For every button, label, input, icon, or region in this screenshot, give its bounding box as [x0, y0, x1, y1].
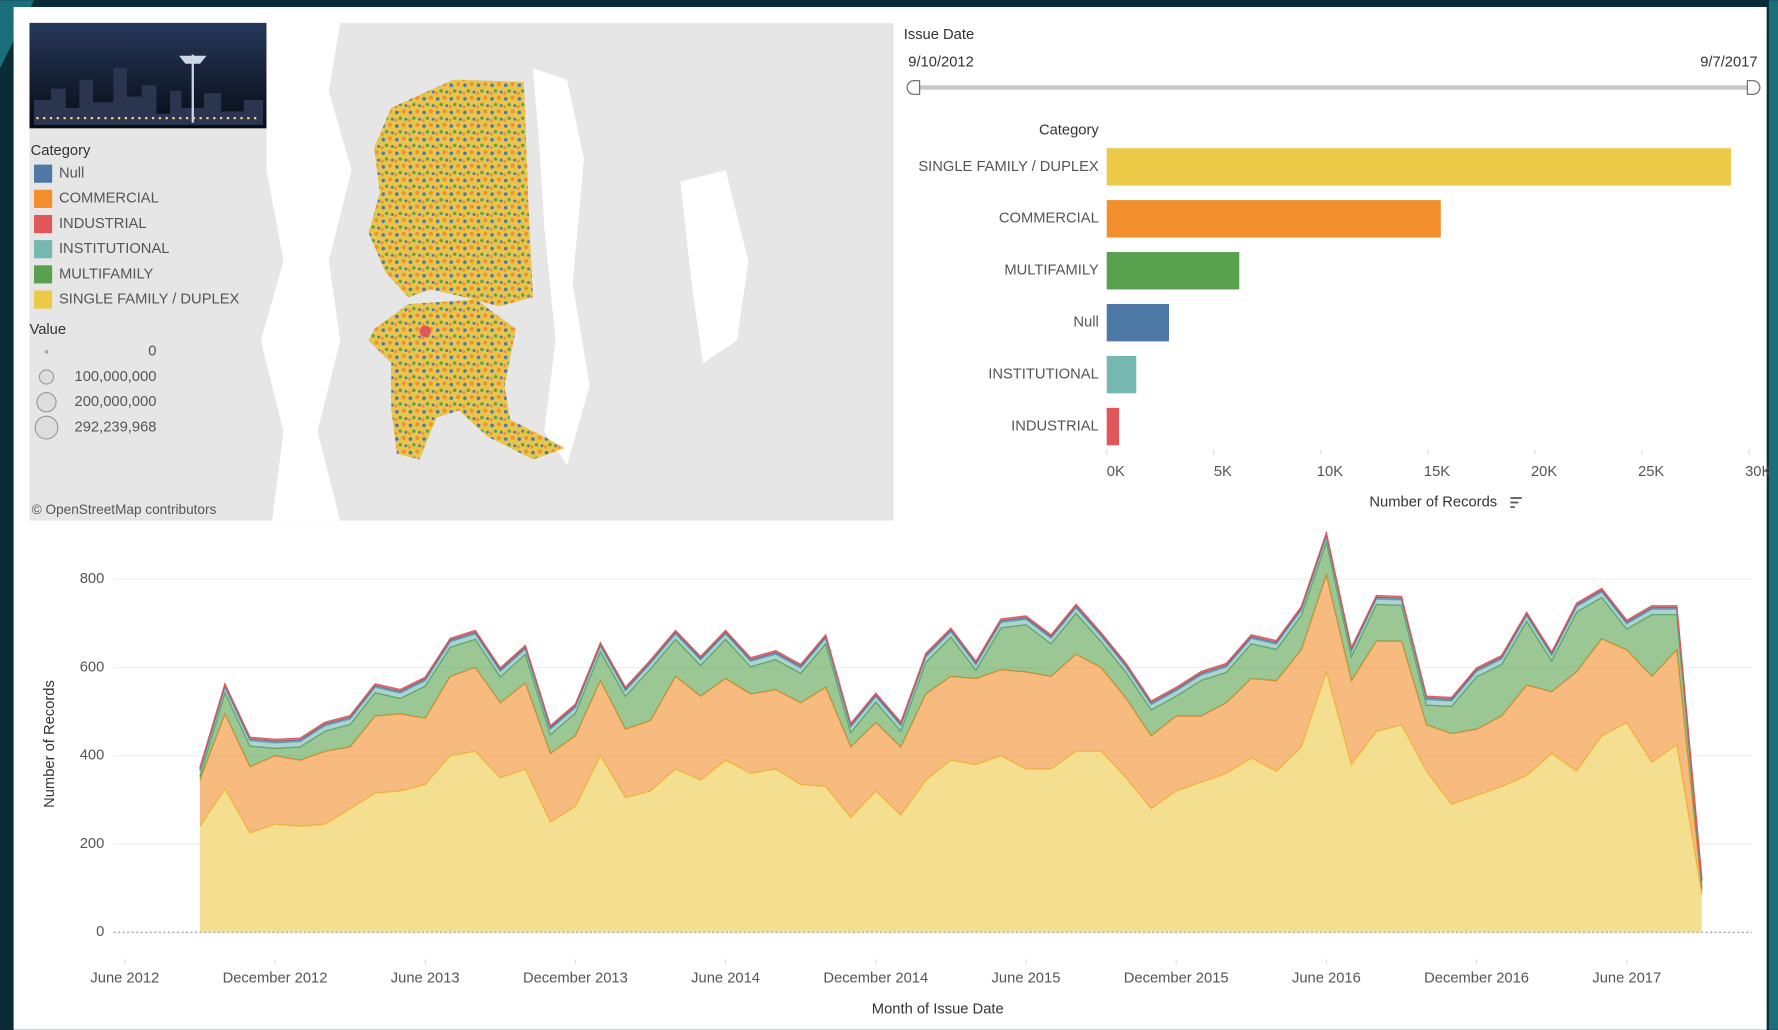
legend-title: Category	[31, 143, 91, 159]
area	[199, 671, 1702, 933]
category-header: Category	[1039, 122, 1099, 138]
size-legend-label: 292,239,968	[75, 419, 157, 435]
size-legend-circle	[38, 369, 55, 385]
x-tick-label: 5K	[1214, 464, 1232, 480]
category-label: INSTITUTIONAL	[988, 367, 1099, 383]
category-label: COMMERCIAL	[999, 211, 1099, 227]
x-axis-title: Number of Records	[1369, 494, 1497, 510]
x-tick-label: June 2016	[1292, 971, 1361, 987]
legend-label: COMMERCIAL	[59, 191, 159, 207]
x-tick-label: June 2012	[90, 971, 159, 987]
bar	[1106, 148, 1731, 186]
x-tick-label: December 2014	[823, 971, 928, 987]
x-tick-label: 0K	[1107, 464, 1125, 480]
y-axis-title: Number of Records	[42, 680, 58, 808]
filter-start: 9/10/2012	[908, 54, 974, 70]
legend-swatch	[34, 189, 53, 208]
x-tick-label: June 2017	[1592, 971, 1661, 987]
legend-label: MULTIFAMILY	[59, 266, 154, 282]
legend-swatch	[34, 290, 53, 309]
legend-swatch	[34, 164, 53, 183]
legend-label: INDUSTRIAL	[59, 216, 147, 232]
category-label: INDUSTRIAL	[1011, 418, 1099, 434]
x-tick-label: December 2012	[223, 971, 328, 987]
bar	[1106, 303, 1170, 342]
bar	[1106, 407, 1120, 446]
legend-label: INSTITUTIONAL	[59, 241, 170, 257]
size-legend-circle	[36, 392, 57, 413]
y-tick-label: 400	[80, 748, 105, 764]
area	[199, 574, 1702, 895]
area-line	[199, 530, 1703, 879]
map: Category Value © OpenStreetMap contribut…	[29, 22, 894, 521]
size-legend-circle	[34, 415, 59, 440]
legend-swatch	[34, 265, 53, 284]
size-legend-label: 100,000,000	[75, 369, 157, 385]
bar	[1106, 355, 1137, 394]
y-tick-label: 800	[80, 571, 105, 587]
city-photo	[29, 22, 267, 129]
filter-title: Issue Date	[904, 27, 974, 43]
x-tick-label: June 2015	[992, 971, 1061, 987]
slider-handle[interactable]	[906, 80, 921, 95]
y-tick-label: 0	[96, 924, 104, 940]
category-label: MULTIFAMILY	[1004, 263, 1099, 279]
category-label: Null	[1073, 315, 1098, 331]
date-filter: Issue Date 9/10/2012 9/7/2017	[904, 27, 1761, 95]
x-tick-label: June 2013	[391, 971, 460, 987]
size-legend-circle	[44, 350, 49, 354]
x-tick-label: 10K	[1317, 464, 1343, 480]
x-tick-label: December 2016	[1424, 971, 1529, 987]
size-legend-title: Value	[29, 322, 66, 338]
x-tick-label: 20K	[1531, 464, 1557, 480]
x-tick-label: December 2015	[1124, 971, 1229, 987]
x-tick-label: December 2013	[523, 971, 628, 987]
legend-label: Null	[59, 166, 84, 182]
y-tick-label: 600	[80, 659, 105, 675]
bar	[1106, 252, 1240, 290]
x-axis-title: Month of Issue Date	[872, 1001, 1004, 1017]
bar	[1106, 200, 1441, 238]
x-tick-label: 25K	[1638, 464, 1664, 480]
x-tick-label: June 2014	[691, 971, 760, 987]
map-attribution: © OpenStreetMap contributors	[32, 502, 217, 517]
filter-end: 9/7/2017	[1700, 54, 1757, 70]
legend-label: SINGLE FAMILY / DUPLEX	[59, 291, 240, 307]
legend-swatch	[34, 240, 53, 259]
size-legend-label: 0	[148, 344, 156, 360]
x-tick-label: 15K	[1424, 464, 1450, 480]
size-legend-label: 200,000,000	[75, 394, 157, 410]
y-tick-label: 200	[80, 836, 105, 852]
slider-handle[interactable]	[1746, 80, 1761, 95]
x-tick-label: 30K	[1745, 464, 1771, 480]
sort-icon[interactable]	[1510, 497, 1522, 508]
category-label: SINGLE FAMILY / DUPLEX	[918, 159, 1099, 175]
legend-swatch	[34, 214, 53, 234]
